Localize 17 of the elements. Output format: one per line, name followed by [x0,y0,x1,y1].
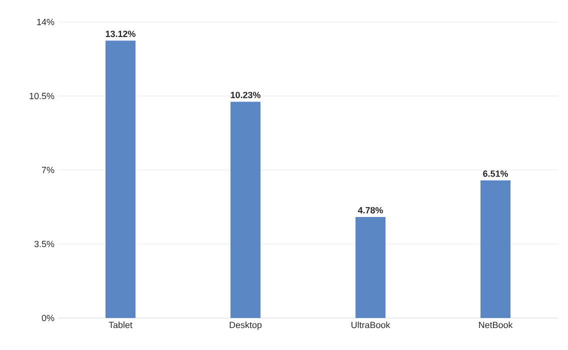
y-tick-label: 3.5% [34,240,54,248]
data-label: 13.12% [106,30,136,38]
y-tick-label: 0% [42,314,54,322]
data-label: 10.23% [230,92,260,98]
data-label: 4.78% [358,207,383,214]
bar [480,180,511,318]
y-tick-label: 14% [37,18,54,26]
data-label: 6.51% [483,170,508,177]
y-tick-label: 7% [42,166,54,174]
x-tick-label: Tablet [108,322,132,328]
bar [356,216,386,318]
bar [106,40,136,318]
x-tick-label: Desktop [230,322,262,330]
x-tick-label: NetBook [479,322,513,328]
x-tick-label: UltraBook [352,322,390,328]
bar [230,102,261,318]
y-tick-label: 10.5% [30,92,54,100]
